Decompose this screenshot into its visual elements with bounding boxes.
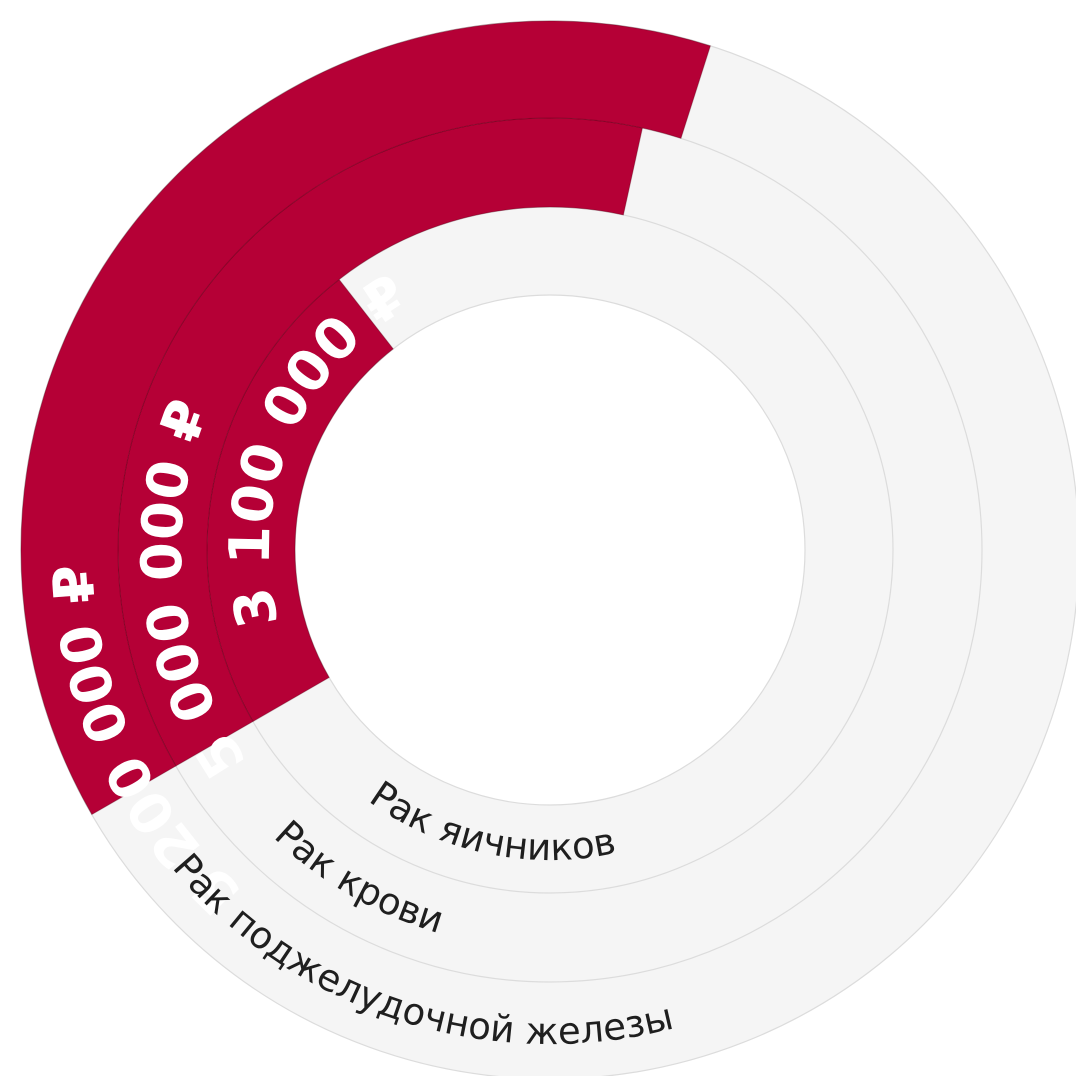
bar-1 <box>206 278 394 723</box>
track-ring-3 <box>294 294 806 806</box>
bar-3 <box>20 20 711 816</box>
value-bars <box>20 20 711 816</box>
